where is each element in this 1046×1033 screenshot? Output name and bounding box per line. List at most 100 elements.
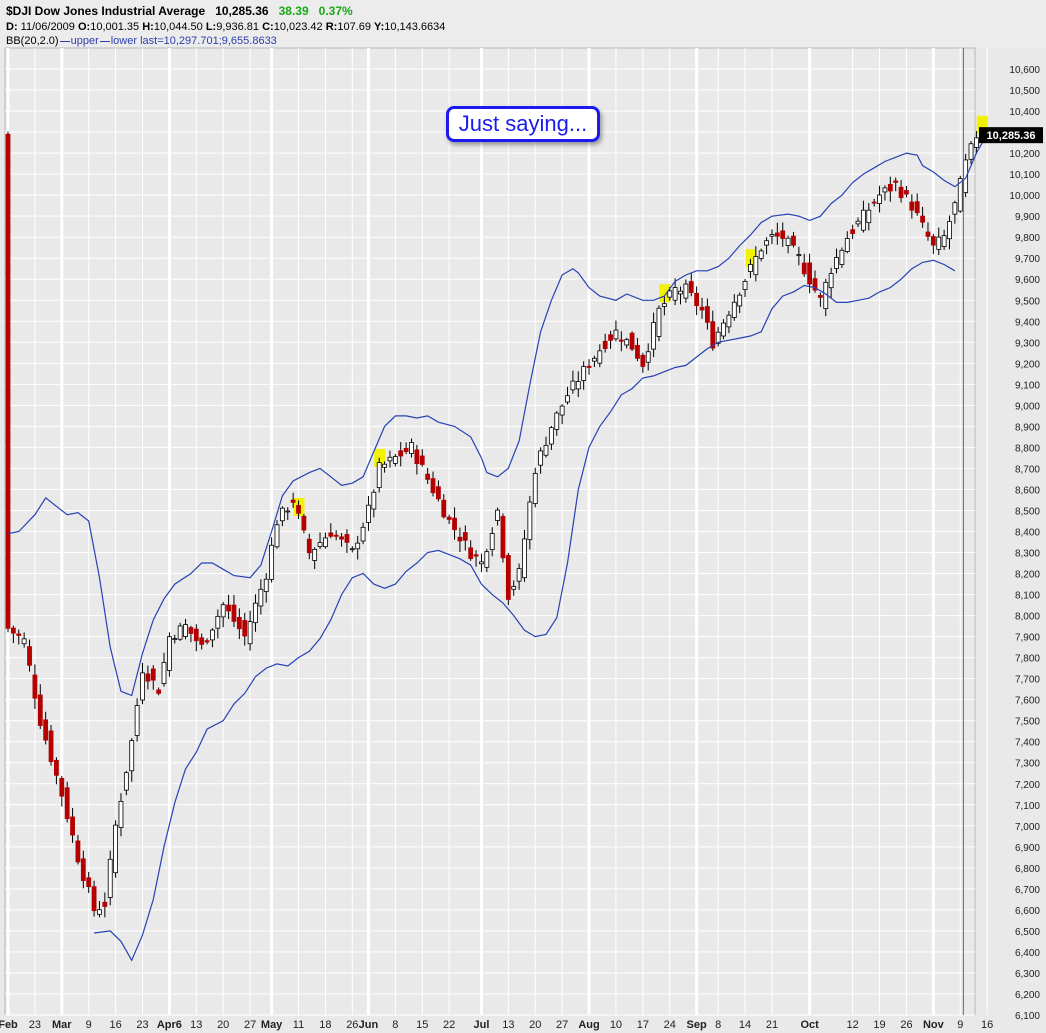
candle-body	[559, 405, 565, 416]
candle-body	[339, 536, 344, 540]
candle-body	[651, 322, 656, 350]
candle-body	[16, 633, 22, 636]
candle-body	[328, 532, 334, 537]
candle-body	[441, 499, 447, 518]
y-tick-label: 7,100	[1015, 801, 1040, 812]
x-tick-label: 26	[900, 1019, 912, 1031]
candle-body	[290, 499, 296, 503]
candle-body	[608, 334, 613, 341]
x-tick-label: 23	[29, 1019, 41, 1031]
candle-body	[37, 694, 43, 726]
candle-body	[764, 240, 769, 246]
open-value: 10,001.35	[90, 21, 140, 33]
candle-body	[774, 232, 780, 237]
candle-body	[360, 526, 366, 542]
candle-body	[263, 578, 269, 592]
y-tick-label: 7,800	[1015, 654, 1040, 665]
candle-body	[839, 249, 845, 265]
candle-body	[613, 329, 619, 340]
candle-body	[317, 542, 323, 547]
candle-body	[500, 516, 506, 559]
x-tick-label: 23	[136, 1019, 148, 1031]
candle-body	[645, 351, 651, 363]
candle-body	[27, 646, 32, 666]
price-change: 38.39	[278, 4, 309, 18]
y-tick-label: 6,200	[1015, 990, 1040, 1001]
x-tick-label: Jun	[359, 1019, 379, 1031]
candle-body	[710, 321, 716, 349]
candle-body	[166, 636, 172, 671]
candle-body	[156, 689, 162, 694]
x-tick-label: 19	[873, 1019, 885, 1031]
candle-body	[279, 507, 285, 522]
candle-body	[145, 673, 151, 682]
candle-body	[737, 294, 743, 307]
x-tick-label: Oct	[800, 1019, 819, 1031]
candle-body	[672, 287, 678, 301]
candle-body	[538, 450, 544, 466]
bb-last-values: last=10,297.701;9,655.8633	[140, 35, 277, 47]
y-tick-label: 8,100	[1015, 591, 1040, 602]
candle-body	[177, 625, 183, 640]
x-tick-label: 24	[664, 1019, 676, 1031]
last-price: 10,285.36	[215, 4, 269, 18]
candle-body	[344, 534, 350, 543]
candle-body	[446, 516, 452, 520]
last-price-flag-label: 10,285.36	[987, 130, 1036, 142]
ohlc-line: D: 11/06/2009 O:10,001.35 H:10,044.50 L:…	[6, 21, 445, 33]
candle-body	[705, 306, 710, 323]
y-tick-label: 9,000	[1015, 401, 1040, 412]
candle-body	[828, 273, 834, 289]
candle-body	[575, 381, 581, 390]
y-tick-label: 6,700	[1015, 885, 1040, 896]
y-tick-label: 10,200	[1009, 149, 1040, 160]
candle-body	[452, 517, 457, 531]
candle-body	[861, 209, 866, 231]
candle-body	[629, 332, 635, 350]
x-tick-label: 27	[556, 1019, 568, 1031]
y-tick-label: 9,900	[1015, 212, 1040, 223]
candle-body	[414, 449, 420, 464]
candle-body	[398, 450, 404, 457]
candle-body	[898, 186, 904, 199]
candle-body	[801, 262, 807, 275]
y-tick-label: 10,400	[1009, 107, 1040, 118]
chart-header: $DJI Dow Jones Industrial Average 10,285…	[0, 0, 1046, 48]
candle-body	[807, 262, 813, 285]
y-value: 10,143.6634	[384, 21, 446, 33]
y-tick-label: 8,900	[1015, 422, 1040, 433]
candle-body	[107, 858, 113, 898]
candle-body	[925, 231, 931, 237]
candle-body	[887, 184, 893, 192]
candle-body	[258, 588, 264, 607]
y-tick-label: 9,800	[1015, 233, 1040, 244]
candle-body	[70, 816, 75, 836]
y-tick-label: 10,000	[1009, 191, 1040, 202]
y-tick-label: 7,300	[1015, 759, 1040, 770]
candle-body	[548, 427, 554, 445]
candle-body	[140, 672, 145, 701]
candle-body	[21, 638, 27, 645]
candle-body	[10, 627, 16, 634]
candle-body	[129, 740, 135, 772]
high-value: 10,044.50	[153, 21, 203, 33]
y-tick-label: 6,600	[1015, 906, 1040, 917]
x-tick-label: 9	[86, 1019, 92, 1031]
candle-body	[215, 615, 221, 629]
y-label: Y:	[374, 21, 385, 33]
candle-body	[667, 290, 673, 298]
candle-body	[532, 472, 538, 504]
candle-body	[748, 264, 753, 273]
y-tick-label: 10,100	[1009, 170, 1040, 181]
candle-body	[468, 547, 474, 559]
candle-body	[333, 534, 339, 537]
x-tick-label: 14	[739, 1019, 751, 1031]
candle-body	[753, 256, 759, 276]
candle-body	[592, 357, 597, 362]
candle-body	[220, 604, 226, 618]
candle-body	[188, 627, 194, 634]
symbol-title: $DJI Dow Jones Industrial Average	[6, 4, 206, 18]
candle-body	[48, 730, 54, 763]
highlight-marker	[659, 284, 671, 303]
